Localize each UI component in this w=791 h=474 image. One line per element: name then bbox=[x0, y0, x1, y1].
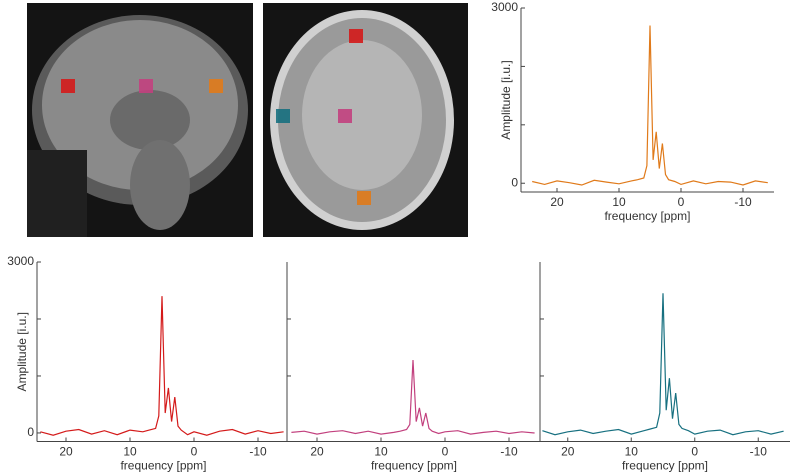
x-tick-label: -10 bbox=[249, 445, 267, 459]
x-tick-label: 10 bbox=[123, 445, 137, 459]
x-tick-label: 20 bbox=[561, 445, 575, 459]
x-axis-label: frequency [ppm] bbox=[604, 209, 690, 223]
y-axis-label: Amplitude [i.u.] bbox=[15, 312, 29, 391]
x-axis-label: frequency [ppm] bbox=[120, 459, 206, 473]
y-tick-label: 3000 bbox=[491, 0, 518, 14]
x-tick-label: 20 bbox=[310, 445, 324, 459]
x-tick-label: -10 bbox=[750, 445, 768, 459]
x-tick-label: 0 bbox=[191, 445, 198, 459]
sagittal-image bbox=[27, 3, 253, 237]
x-tick-label: 0 bbox=[678, 195, 685, 209]
spectrum-line bbox=[291, 359, 535, 435]
x-tick-label: 10 bbox=[374, 445, 388, 459]
x-tick-label: 0 bbox=[442, 445, 449, 459]
x-axis-label: frequency [ppm] bbox=[371, 459, 457, 473]
axial-image bbox=[263, 3, 468, 237]
spectrum-line bbox=[542, 293, 784, 436]
x-tick-label: 0 bbox=[691, 445, 698, 459]
y-tick-label: 0 bbox=[511, 175, 518, 189]
x-axis-label: frequency [ppm] bbox=[622, 459, 708, 473]
x-tick-label: 10 bbox=[625, 445, 639, 459]
spectrum-line bbox=[40, 296, 284, 436]
x-tick-label: 20 bbox=[59, 445, 73, 459]
x-tick-label: -10 bbox=[500, 445, 518, 459]
spectrum-line bbox=[532, 25, 768, 186]
y-axis-label: Amplitude [i.u.] bbox=[499, 60, 513, 139]
x-tick-label: -10 bbox=[734, 195, 752, 209]
x-tick-label: 10 bbox=[612, 195, 626, 209]
y-tick-label: 3000 bbox=[7, 254, 34, 268]
x-tick-label: 20 bbox=[550, 195, 564, 209]
y-tick-label: 0 bbox=[27, 425, 34, 439]
